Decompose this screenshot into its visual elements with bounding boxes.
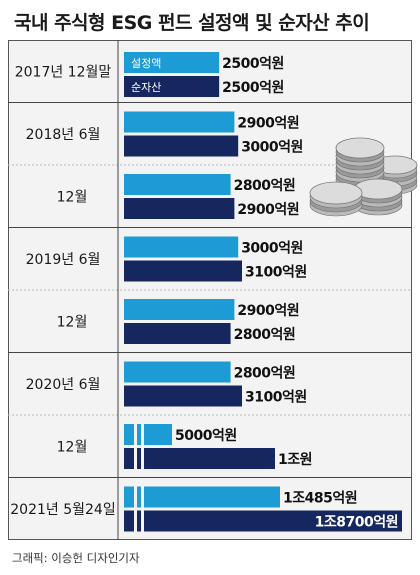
value-label-순자산: 1조원 [278,452,312,468]
category-label: 2017년 12월말 [15,64,112,80]
category-label: 2020년 6월 [26,377,101,393]
axis-break-mark [134,448,137,469]
bar-순자산 [124,135,239,157]
value-label-순자산: 2800억원 [234,327,296,343]
coin [335,137,385,191]
value-label-설정액: 2500억원 [222,56,284,72]
value-label-설정액: 3000억원 [241,241,303,257]
axis-break-mark [134,424,137,445]
value-label-순자산: 3100억원 [245,390,307,406]
category-label: 2019년 6월 [26,252,101,268]
value-label-설정액: 2800억원 [234,366,296,382]
axis-break-mark [141,486,144,508]
coin [309,181,363,217]
value-label-설정액: 1조485억원 [283,491,357,507]
bar-설정액 [124,236,239,258]
axis-break-mark [134,486,137,508]
category-label: 12월 [57,439,88,455]
value-label-설정액: 2900억원 [237,303,299,319]
value-label-순자산: 1조8700억원 [315,515,398,531]
category-label: 2018년 6월 [26,127,101,143]
category-label: 12월 [57,314,88,330]
bar-순자산 [124,510,402,532]
legend-label-설정액: 설정액 [131,57,161,70]
bar-설정액 [124,424,172,445]
coin-top [309,181,363,205]
coin [353,178,403,216]
value-label-설정액: 2800억원 [234,178,296,194]
value-label-설정액: 5000억원 [175,428,237,444]
credit-text: 그래픽: 이승헌 디자인기자 [12,551,140,565]
bar-설정액 [124,361,231,383]
bar-설정액 [124,299,235,320]
value-label-설정액: 2900억원 [237,116,299,132]
bar-설정액 [124,174,231,195]
bar-순자산 [124,76,220,97]
bar-순자산 [124,260,242,282]
coin-stack-illustration [309,137,418,217]
bar-설정액 [124,486,280,508]
chart-title: 국내 주식형 ESG 펀드 설정액 및 순자산 추이 [14,12,370,34]
bar-순자산 [124,198,235,219]
value-label-순자산: 2900억원 [237,202,299,218]
value-label-순자산: 2500억원 [222,80,284,96]
axis-break-mark [141,424,144,445]
legend-label-순자산: 순자산 [131,81,161,94]
bar-설정액 [124,111,235,133]
axis-break-mark [141,448,144,469]
bar-순자산 [124,385,242,407]
category-label: 12월 [57,189,88,205]
bar-순자산 [124,323,231,344]
bar-순자산 [124,448,275,469]
category-label: 2021년 5월24일 [10,502,115,518]
coin-top [335,137,385,159]
value-label-순자산: 3000억원 [241,140,303,156]
axis-break-mark [134,510,137,532]
bar-설정액 [124,52,220,73]
axis-break-mark [141,510,144,532]
value-label-순자산: 3100억원 [245,265,307,281]
